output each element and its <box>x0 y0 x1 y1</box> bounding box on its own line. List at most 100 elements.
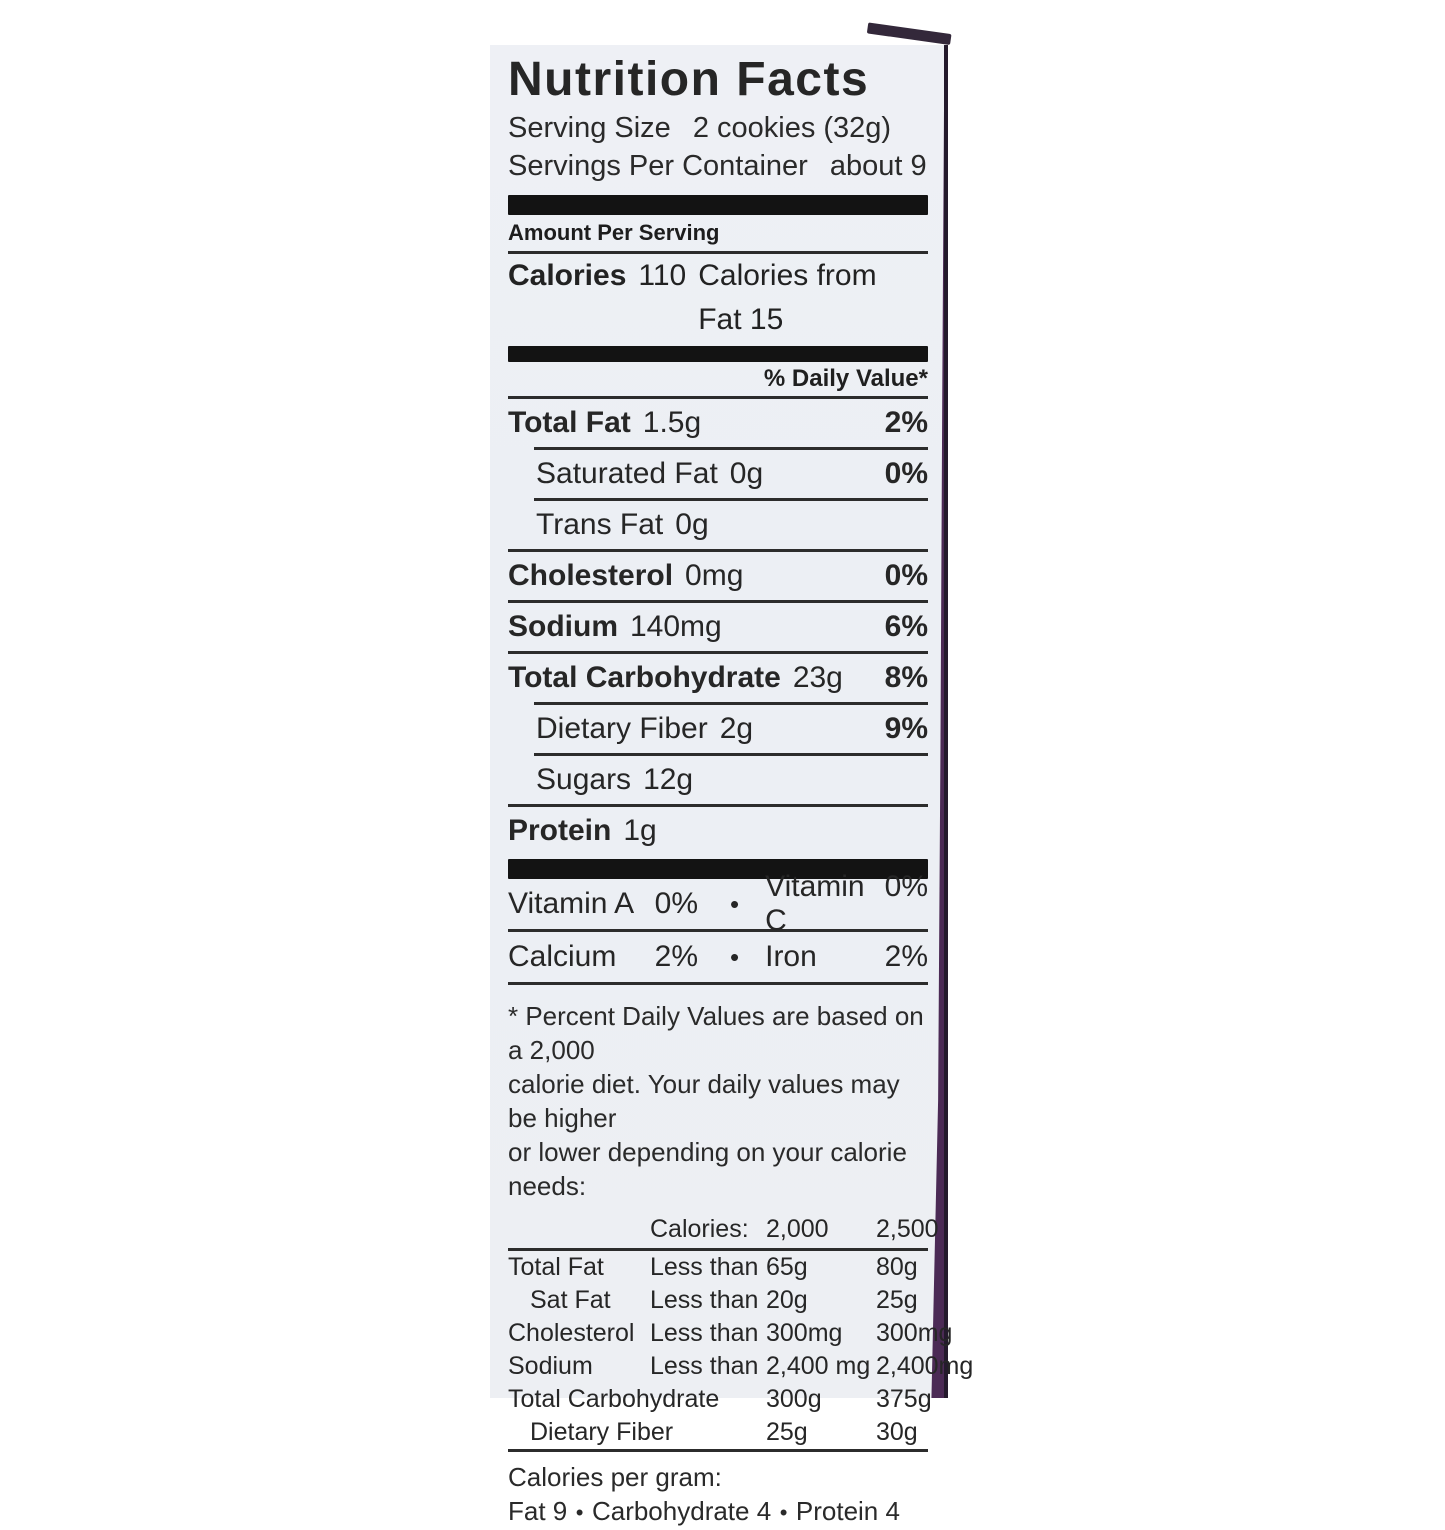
nutrient-dv: 8% <box>884 661 928 694</box>
table-cell: 2,500 <box>876 1215 939 1243</box>
nutrient-row-sodium: Sodium 140mg 6% <box>508 603 928 651</box>
table-cell: 30g <box>876 1418 918 1446</box>
table-cell: Less than <box>650 1253 759 1281</box>
nutrient-row-cholesterol: Cholesterol 0mg 0% <box>508 552 928 600</box>
divider-bar-thick <box>508 346 928 362</box>
nutrient-dv: 2% <box>884 406 928 439</box>
nutrient-dv: 0% <box>884 559 928 592</box>
nutrient-amount: 140mg <box>630 610 722 643</box>
vitamin-name: Calcium <box>508 940 617 973</box>
nutrient-row-total-carbohydrate: Total Carbohydrate 23g 8% <box>508 654 928 702</box>
calories-row: Calories 110 Calories from Fat 15 <box>508 254 928 342</box>
footnote-line: or lower depending on your calorie needs… <box>508 1137 907 1201</box>
table-cell: 300mg <box>876 1319 953 1347</box>
nutrient-amount: 0mg <box>685 559 744 592</box>
amount-per-serving-heading: Amount Per Serving <box>508 220 720 245</box>
cpg-item: Protein 4 <box>795 1496 900 1526</box>
daily-value-header: % Daily Value* <box>763 365 928 392</box>
divider-rule <box>534 447 928 450</box>
table-cell: Less than <box>650 1319 759 1347</box>
nutrient-row-sugars: Sugars 12g <box>508 756 928 804</box>
table-cell: 300mg <box>766 1319 843 1347</box>
dv-table-row: Dietary Fiber 25g 30g <box>508 1416 928 1449</box>
bullet-separator: • <box>730 941 740 972</box>
label-content: Nutrition Facts Serving Size 2 cookies (… <box>490 45 973 1526</box>
divider-rule <box>534 753 928 756</box>
table-cell: 2,400mg <box>876 1352 974 1380</box>
page: { "colors": { "label_background": "#edef… <box>490 22 974 1526</box>
dv-table-row: Sat Fat Less than 20g 25g <box>508 1284 928 1317</box>
divider-rule <box>508 929 928 932</box>
nutrient-row-protein: Protein 1g <box>508 807 928 855</box>
nutrient-row-total-fat: Total Fat 1.5g 2% <box>508 399 928 447</box>
nutrient-name: Protein <box>508 814 612 847</box>
calories-value: 110 <box>638 259 687 292</box>
label-right-edge <box>944 45 948 1398</box>
package-edge-sliver <box>866 22 952 45</box>
dv-table-row: Total Fat Less than 65g 80g <box>508 1251 928 1284</box>
nutrient-dv: 6% <box>884 610 928 643</box>
nutrient-amount: 0g <box>729 457 764 490</box>
vitamin-value: 2% <box>884 940 928 973</box>
nutrient-amount: 23g <box>792 661 843 694</box>
table-cell: 20g <box>766 1286 808 1314</box>
table-cell: Cholesterol <box>508 1319 635 1347</box>
table-cell: Less than <box>650 1352 759 1380</box>
calories-per-gram-heading: Calories per gram: <box>508 1462 722 1492</box>
vitamin-value: 2% <box>654 940 698 973</box>
table-cell: Total Carbohydrate <box>508 1385 720 1413</box>
label-title: Nutrition Facts <box>508 53 870 106</box>
divider-rule <box>508 396 928 399</box>
nutrition-facts-label: Nutrition Facts Serving Size 2 cookies (… <box>490 45 973 1526</box>
dv-table-row: Cholesterol Less than 300mg 300mg <box>508 1317 952 1350</box>
divider-rule <box>508 982 928 985</box>
nutrient-dv: 9% <box>884 712 928 745</box>
vitamin-value: 0% <box>884 870 928 903</box>
divider-rule <box>508 251 928 254</box>
nutrient-name: Cholesterol <box>508 559 674 592</box>
table-cell: Less than <box>650 1286 759 1314</box>
nutrient-name: Total Fat <box>508 406 631 439</box>
vitamin-name: Vitamin C <box>765 870 865 937</box>
calories-label: Calories <box>508 259 627 292</box>
nutrient-amount: 0g <box>675 508 709 541</box>
nutrient-row-saturated-fat: Saturated Fat 0g 0% <box>508 450 928 498</box>
table-cell: Total Fat <box>508 1253 604 1281</box>
divider-rule <box>508 1248 928 1251</box>
divider-rule <box>508 549 928 552</box>
serving-size-line: Serving Size 2 cookies (32g) <box>508 109 928 147</box>
divider-rule <box>508 600 928 603</box>
vitamin-row-1: Vitamin A 0% • Vitamin C 0% <box>508 870 928 937</box>
table-cell: Calories: <box>650 1215 749 1243</box>
divider-rule <box>534 702 928 705</box>
nutrient-amount: 1g <box>623 814 657 847</box>
dv-table-row: Total Carbohydrate 300g 375g <box>508 1383 932 1416</box>
nutrient-amount: 1.5g <box>642 406 702 439</box>
divider-rule <box>508 804 928 807</box>
servings-per-container-value: about 9 <box>829 150 927 182</box>
footnote-line: * Percent Daily Values are based on a 2,… <box>508 1001 924 1065</box>
vitamin-name: Iron <box>765 940 817 973</box>
nutrient-name: Sodium <box>508 610 618 643</box>
servings-per-container-line: Servings Per Container about 9 <box>508 147 928 185</box>
nutrient-name: Sugars <box>536 763 632 796</box>
calories-from-fat: Calories from Fat 15 <box>698 259 877 336</box>
nutrient-name: Trans Fat <box>536 508 664 541</box>
vitamin-value: 0% <box>654 887 698 920</box>
table-cell: 25g <box>766 1418 808 1446</box>
table-cell: 2,000 <box>766 1215 829 1243</box>
table-cell: Dietary Fiber <box>530 1418 674 1446</box>
table-cell: 80g <box>876 1253 918 1281</box>
bullet-separator: • <box>779 1500 788 1525</box>
cpg-item: Carbohydrate 4 <box>591 1496 772 1526</box>
divider-rule <box>508 651 928 654</box>
table-cell: Sodium <box>508 1352 593 1380</box>
table-cell: Sat Fat <box>530 1286 611 1314</box>
bullet-separator: • <box>575 1500 584 1525</box>
divider-rule <box>534 498 928 501</box>
cpg-item: Fat 9 <box>508 1496 568 1526</box>
calories-per-gram-row: Fat 9 • Carbohydrate 4 • Protein 4 <box>508 1494 928 1530</box>
servings-per-container-label: Servings Per Container <box>508 150 808 182</box>
nutrient-name: Dietary Fiber <box>536 712 708 745</box>
nutrient-name: Saturated Fat <box>536 457 718 490</box>
